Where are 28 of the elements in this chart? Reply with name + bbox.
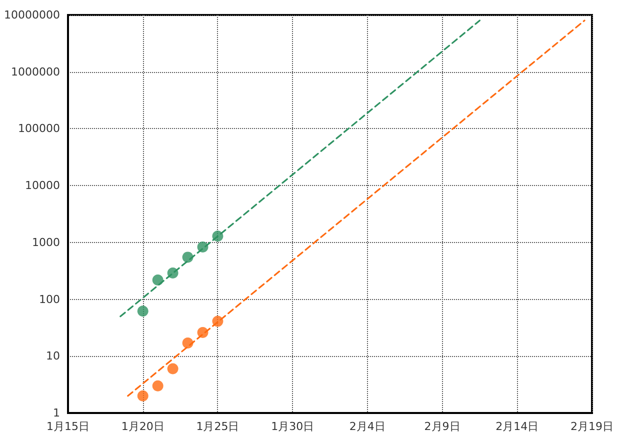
y-tick-label: 10000 [25, 179, 60, 192]
point [182, 252, 194, 263]
point [212, 316, 224, 327]
point [197, 242, 208, 253]
point [212, 230, 224, 242]
point [167, 268, 178, 278]
y-tick-label: 1000000 [11, 65, 60, 78]
point [197, 327, 208, 338]
point [167, 363, 178, 374]
point [152, 274, 164, 286]
x-tick-label: 2月4日 [349, 420, 386, 433]
y-tick-label: 100000 [18, 122, 60, 136]
y-tick-label: 1 [53, 406, 60, 420]
y-tick-label: 10 [46, 350, 60, 363]
point [152, 380, 164, 392]
y-tick-label: 100 [39, 292, 60, 306]
y-tick-label: 10000000 [4, 8, 60, 22]
x-tick-label: 2月19日 [570, 420, 614, 433]
x-tick-label: 1月25日 [196, 420, 240, 433]
x-tick-label: 1月15日 [46, 420, 90, 433]
point [182, 338, 194, 349]
x-tick-label: 1月30日 [271, 420, 314, 433]
x-tick-label: 2月9日 [424, 420, 460, 433]
y-tick-label: 1000 [32, 236, 60, 249]
x-tick-label: 2月14日 [496, 420, 539, 433]
x-tick-label: 1月20日 [121, 420, 164, 433]
point [137, 306, 148, 317]
point [137, 390, 148, 402]
